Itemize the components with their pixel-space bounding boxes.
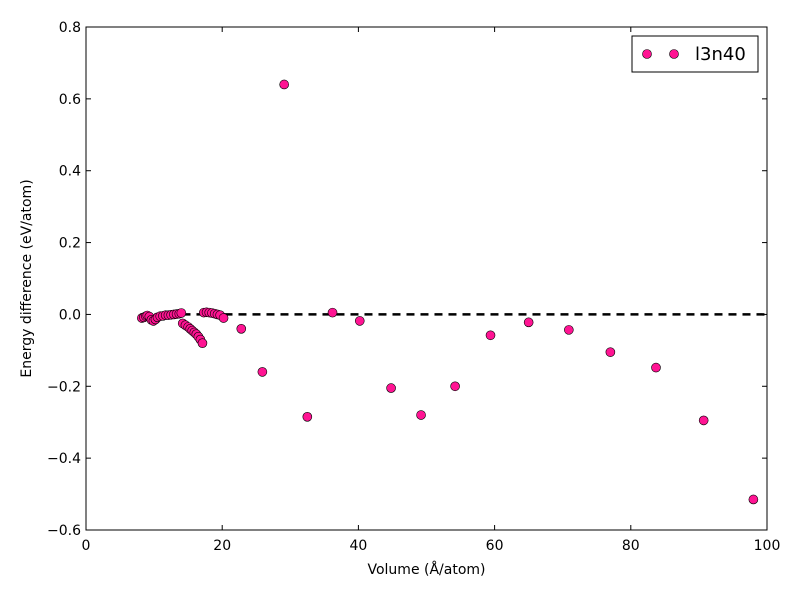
data-point — [450, 381, 460, 392]
x-tick-label: 100 — [754, 538, 781, 554]
data-point — [354, 316, 365, 326]
data-point — [236, 323, 247, 334]
data-point — [605, 347, 616, 357]
y-tick-label: −0.4 — [47, 451, 81, 467]
x-tick-label: 60 — [486, 538, 504, 554]
y-tick-label: −0.2 — [47, 379, 81, 395]
data-point — [218, 313, 229, 323]
x-tick-label: 20 — [213, 538, 231, 554]
data-point — [651, 362, 661, 373]
legend-label: l3n40 — [695, 44, 746, 65]
data-point — [485, 330, 496, 341]
legend-box — [631, 35, 759, 73]
plot-frame — [85, 26, 768, 531]
data-point — [748, 494, 759, 505]
legend-marker-left — [642, 49, 652, 59]
x-axis-label: Volume (Å/atom) — [367, 561, 485, 578]
y-tick-label: 0.2 — [59, 236, 81, 252]
data-point — [386, 383, 396, 393]
plot-area — [86, 27, 767, 530]
x-ticks-group: 0 20 40 60 80 100 — [82, 27, 781, 554]
data-point — [564, 325, 574, 335]
data-points-group — [137, 79, 759, 505]
y-tick-label: 0.8 — [59, 20, 81, 36]
data-point — [302, 412, 313, 422]
data-point — [197, 338, 208, 348]
legend: l3n40 — [631, 35, 759, 73]
data-point — [523, 317, 534, 328]
y-tick-label: −0.6 — [47, 523, 81, 539]
data-point — [698, 415, 709, 426]
x-tick-label: 80 — [622, 538, 640, 554]
y-tick-label: 0.4 — [59, 164, 81, 180]
y-tick-label: 0.6 — [59, 92, 81, 108]
x-tick-label: 40 — [349, 538, 367, 554]
data-point — [327, 307, 338, 318]
y-axis-label: Energy difference (eV/atom) — [19, 179, 35, 377]
data-point — [279, 79, 289, 90]
y-tick-label: 0.0 — [59, 307, 81, 323]
legend-marker-right — [669, 49, 679, 59]
x-tick-label: 0 — [82, 538, 91, 554]
data-point — [257, 367, 268, 377]
y-ticks-group: −0.6 −0.4 −0.2 0.0 0.2 0.4 0.6 0.8 — [47, 20, 767, 539]
data-point — [176, 308, 187, 318]
data-point — [416, 410, 426, 420]
